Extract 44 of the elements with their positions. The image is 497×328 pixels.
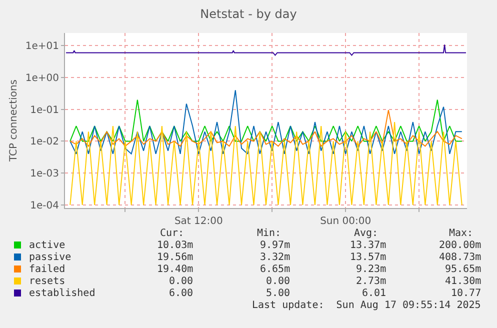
text: 0.00 [169, 276, 194, 287]
text: 3.32m [260, 252, 290, 263]
text: 6.01 [362, 288, 386, 299]
text: 6.65m [260, 264, 290, 275]
text: 9.23m [356, 264, 386, 275]
text: 6.00 [169, 288, 194, 299]
legend-label: passive [29, 252, 72, 263]
text: 0.00 [266, 276, 290, 287]
legend-label: resets [29, 276, 66, 287]
text: 10.77 [451, 288, 482, 299]
x-tick-label: Sun 00:00 [320, 216, 372, 227]
text: 2.73m [356, 276, 386, 287]
chart-title: Netstat - by day [200, 7, 297, 22]
y-tick-label: 1e-01 [30, 104, 59, 116]
y-tick-label: 1e+00 [25, 73, 59, 84]
text: Min: [257, 228, 282, 239]
y-tick-label: 1e-04 [30, 200, 59, 212]
text: 10.03m [157, 240, 194, 251]
text: 19.40m [157, 264, 194, 275]
line-series [70, 122, 462, 206]
text: 408.73m [439, 252, 482, 263]
legend-label: active [29, 240, 66, 251]
y-tick-label: 1e-02 [30, 136, 59, 148]
text: 95.65m [445, 264, 482, 275]
text: Last update: Sun Aug 17 09:55:14 2025 [252, 300, 481, 311]
x-tick-label: Sat 12:00 [174, 216, 223, 227]
text: 200.00m [439, 240, 482, 251]
text: 5.00 [266, 288, 290, 299]
text: Avg: [354, 228, 378, 239]
y-axis-title: TCP connections [8, 79, 20, 163]
text: Cur: [160, 228, 184, 239]
y-tick-label: 1e+01 [25, 41, 59, 52]
legend-label: failed [29, 264, 66, 275]
text: 13.37m [350, 240, 386, 251]
text: 13.57m [350, 252, 386, 263]
text: 19.56m [157, 252, 194, 263]
text: 41.30m [445, 276, 482, 287]
line-series [70, 90, 462, 154]
legend-label: established [29, 288, 96, 299]
text: Max: [449, 228, 474, 239]
text: 9.97m [260, 240, 290, 251]
y-tick-label: 1e-03 [30, 168, 59, 180]
line-series [70, 110, 462, 147]
line-series [70, 99, 462, 142]
